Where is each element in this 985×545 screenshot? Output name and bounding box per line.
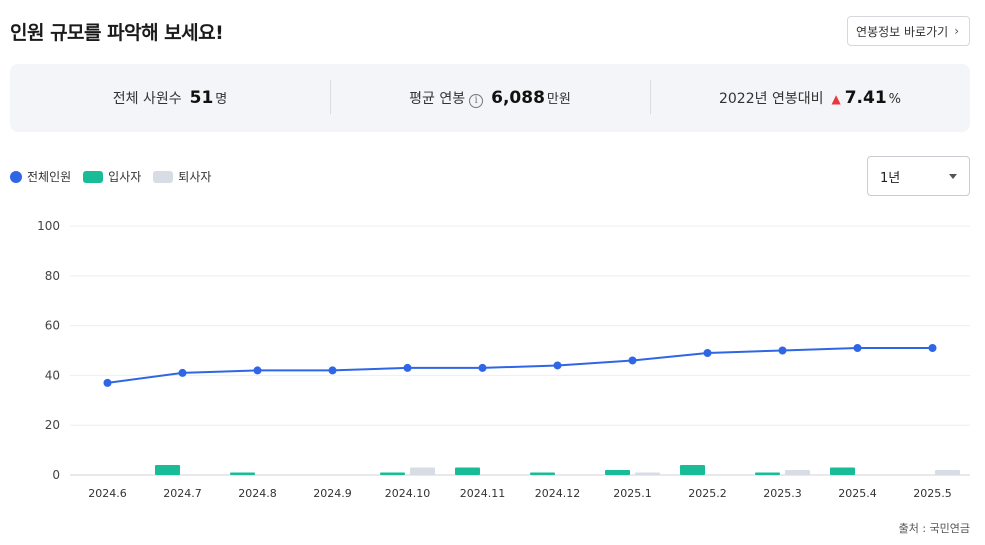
legend-item-resigned[interactable]: 퇴사자 [153, 168, 211, 185]
stat-value: 6,088 [491, 88, 545, 108]
x-tick-label: 2024.11 [460, 487, 506, 500]
bar-hired [155, 465, 180, 475]
y-tick-label: 40 [45, 368, 60, 382]
bar-hired [230, 472, 255, 475]
legend-item-hired[interactable]: 입사자 [83, 168, 141, 185]
bar-hired [830, 467, 855, 475]
stat-label: 전체 사원수 [112, 91, 182, 107]
bar-resigned [935, 470, 960, 475]
salary-info-link-label: 연봉정보 바로가기 [856, 24, 949, 39]
stat-average-salary: 평균 연봉 i 6,088 만원 [330, 80, 650, 114]
point-total [703, 348, 712, 357]
bar-hired [380, 472, 405, 475]
x-tick-label: 2024.12 [535, 487, 581, 500]
bar-hired [755, 472, 780, 475]
bar-hired [680, 465, 705, 475]
bar-resigned [410, 467, 435, 475]
caret-down-icon [949, 173, 957, 179]
legend-label: 퇴사자 [178, 170, 212, 184]
stat-unit: 만원 [546, 92, 571, 107]
triangle-up-icon: ▲ [831, 92, 841, 106]
salary-info-link-button[interactable]: 연봉정보 바로가기 › [847, 16, 970, 46]
bar-hired [455, 467, 480, 475]
x-tick-label: 2025.2 [688, 487, 727, 500]
point-total [178, 368, 187, 377]
x-tick-label: 2024.8 [238, 487, 277, 500]
point-total [778, 346, 787, 355]
stats-panel: 전체 사원수 51 명 평균 연봉 i 6,088 만원 2022년 연봉대비 … [10, 64, 970, 132]
x-tick-label: 2024.9 [313, 487, 352, 500]
stat-value: 51 [189, 88, 214, 108]
x-tick-label: 2025.3 [763, 487, 802, 500]
stat-label: 평균 연봉 [409, 91, 466, 107]
legend-item-total[interactable]: 전체인원 [10, 168, 71, 185]
x-tick-label: 2024.7 [163, 487, 202, 500]
legend-label: 전체인원 [27, 170, 72, 184]
stat-unit: 명 [215, 92, 228, 107]
stat-label: 2022년 연봉대비 [718, 91, 824, 107]
bar-hired [605, 470, 630, 475]
y-tick-label: 100 [37, 219, 60, 233]
point-total [478, 363, 487, 372]
stat-unit: % [888, 92, 902, 107]
bar-resigned [785, 470, 810, 475]
x-tick-label: 2024.10 [385, 487, 431, 500]
y-tick-label: 60 [45, 319, 60, 333]
point-total [328, 366, 337, 375]
series-line-total [107, 347, 933, 384]
y-tick-label: 80 [45, 269, 60, 283]
y-tick-label: 0 [52, 468, 60, 482]
bar-resigned [635, 472, 660, 475]
chart-legend: 전체인원 입사자 퇴사자 [10, 168, 211, 185]
point-total [853, 344, 862, 353]
info-icon[interactable]: i [469, 93, 484, 108]
legend-swatch [153, 170, 174, 183]
period-select[interactable]: 1년 [867, 156, 970, 196]
stat-salary-change: 2022년 연봉대비 ▲ 7.41 % [650, 80, 970, 114]
point-total [403, 363, 412, 372]
stat-value: 7.41 [844, 88, 887, 108]
bar-hired [530, 472, 555, 475]
data-source: 출처 : 국민연금 [898, 522, 970, 535]
x-tick-label: 2025.1 [613, 487, 652, 500]
period-select-value: 1년 [880, 170, 901, 186]
legend-swatch [83, 170, 104, 183]
point-total [103, 378, 112, 387]
legend-swatch [10, 170, 22, 183]
chevron-right-icon: › [954, 24, 959, 38]
stat-total-employees: 전체 사원수 51 명 [10, 88, 330, 108]
point-total [553, 361, 562, 370]
x-tick-label: 2025.4 [838, 487, 877, 500]
point-total [253, 366, 262, 375]
point-total [928, 344, 937, 353]
page-title: 인원 규모를 파악해 보세요! [10, 22, 224, 44]
y-tick-label: 20 [45, 418, 60, 432]
x-tick-label: 2024.6 [88, 487, 127, 500]
legend-label: 입사자 [108, 170, 142, 184]
point-total [628, 356, 637, 365]
x-tick-label: 2025.5 [913, 487, 952, 500]
